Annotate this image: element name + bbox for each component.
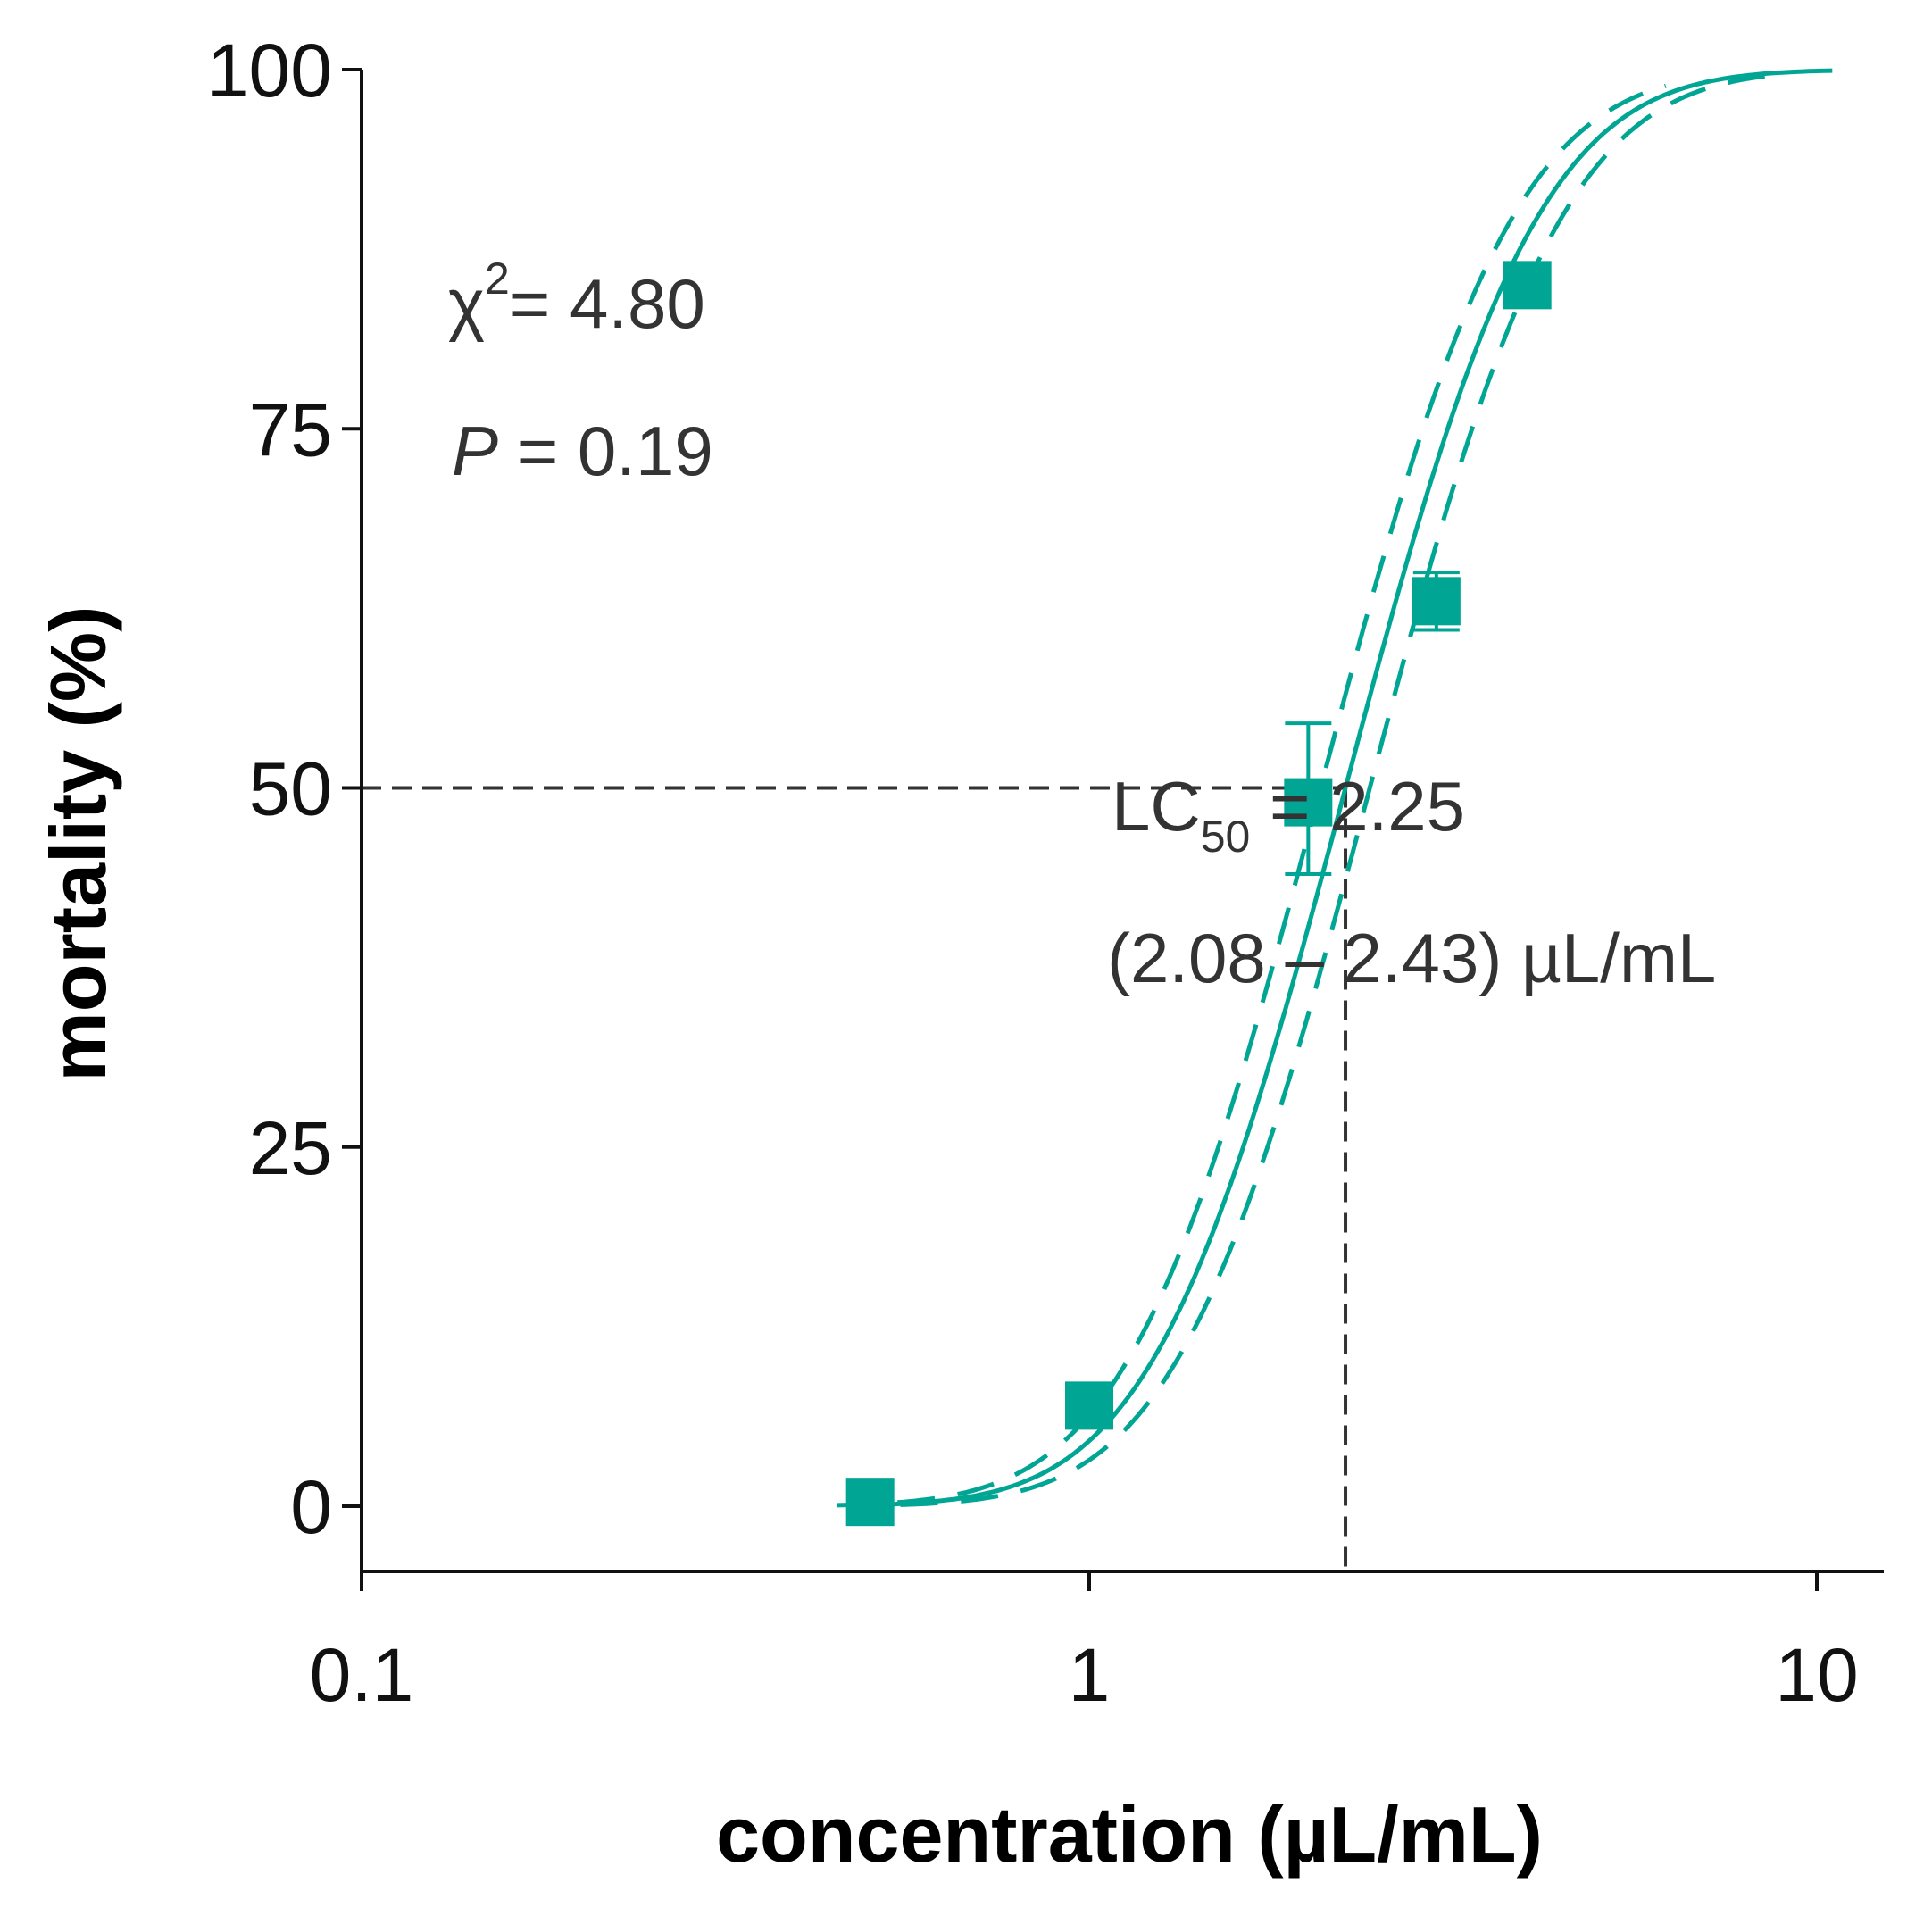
data-points [845, 261, 1552, 1527]
confidence-interval-annotation: (2.08 – 2.43) µL/mL [1107, 919, 1716, 997]
data-point-marker [845, 1478, 895, 1527]
chi-superscript: 2 [485, 254, 510, 304]
data-point-marker [1065, 1381, 1113, 1430]
tick-labels: 0 25 50 75 100 0.1 1 10 [207, 29, 1859, 1717]
probit-fit-line [870, 68, 1833, 1508]
y-tick-label: 50 [249, 747, 332, 831]
chi-value: = 4.80 [510, 264, 705, 343]
fit-curves [837, 68, 1833, 1508]
chi-square-annotation: χ2= 4.80 [448, 254, 705, 343]
data-point-marker [1503, 261, 1552, 310]
x-axis-title: concentration (µL/mL) [716, 1790, 1543, 1879]
y-tick-label: 25 [249, 1106, 332, 1190]
axes [342, 68, 1884, 1591]
reference-lines [362, 786, 1348, 1571]
chi-symbol: χ [448, 264, 485, 343]
x-tick-label: 1 [1069, 1633, 1111, 1717]
y-tick-label: 75 [249, 387, 332, 471]
x-tick-label: 10 [1775, 1633, 1858, 1717]
p-value-annotation: P = 0.19 [452, 412, 713, 490]
lc-subscript: 50 [1201, 812, 1251, 862]
y-tick-label: 100 [207, 29, 332, 112]
lc50-annotation: LC50 = 2.25 [1112, 767, 1465, 862]
data-point-marker [1412, 577, 1461, 626]
lc-prefix: LC [1112, 767, 1201, 846]
p-symbol: P [452, 412, 498, 490]
p-value: = 0.19 [498, 412, 713, 490]
x-tick-label: 0.1 [310, 1633, 414, 1717]
y-tick-label: 0 [290, 1465, 332, 1549]
lower-confidence-band [900, 73, 1766, 1507]
y-axis-title: mortality (%) [34, 606, 122, 1082]
data-point-marker [1284, 778, 1333, 827]
lc-value: = 2.25 [1250, 767, 1465, 846]
upper-confidence-band [837, 83, 1667, 1508]
